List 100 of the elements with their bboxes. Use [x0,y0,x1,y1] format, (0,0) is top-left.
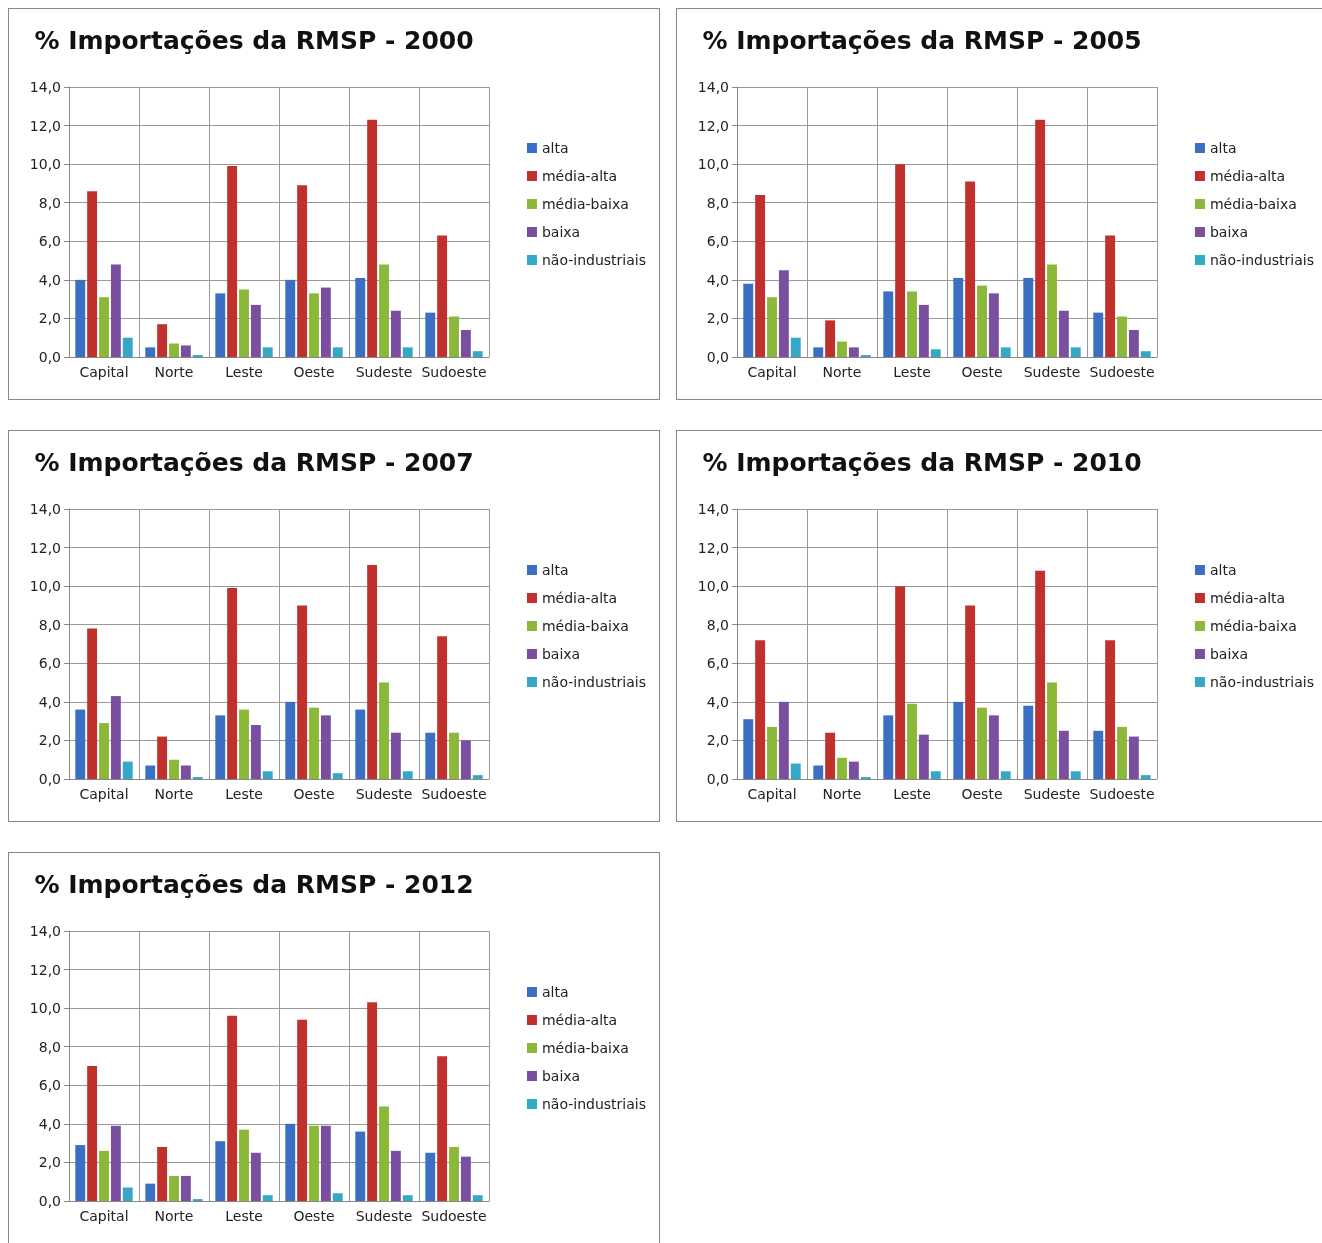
legend-label: não-industriais [541,252,646,268]
bar [895,586,906,779]
y-tick-label: 14,0 [29,501,61,517]
x-tick-label: Norte [822,364,862,380]
legend-label: média-alta [541,1012,618,1028]
legend-label: baixa [541,1068,581,1084]
bar [977,707,987,779]
bar [75,709,86,779]
bar [1058,730,1069,779]
y-tick-label: 8,0 [38,616,61,633]
bar [285,1123,296,1201]
bar [239,289,249,357]
bar [285,279,296,357]
bar [472,351,483,357]
x-tick-label: Sudoeste [1089,364,1155,380]
y-tick-label: 0,0 [38,349,61,365]
bar [837,341,847,357]
x-tick-label: Oeste [293,364,335,380]
x-tick-label: Oeste [293,1208,335,1224]
bar [390,310,401,357]
bar [320,287,331,357]
bar [790,763,801,779]
bar [332,773,343,779]
x-tick-label: Leste [225,364,263,380]
legend-label: baixa [541,224,581,240]
x-tick-label: Oeste [961,786,1003,802]
bar [87,1066,98,1201]
legend-label: média-baixa [1209,618,1297,634]
bar [825,320,836,357]
bar [99,723,109,779]
bar [977,285,987,357]
x-tick-label: Sudeste [355,1208,413,1224]
bar [743,719,754,779]
bar [320,1125,331,1201]
bar [169,759,179,779]
bar [1117,316,1127,357]
chart-title: % Importações da RMSP - 2010 [702,448,1142,477]
y-tick-label: 14,0 [29,79,61,95]
bar [99,1150,109,1201]
bar [379,264,389,357]
bar [778,270,789,357]
y-tick-label: 2,0 [38,1154,61,1171]
x-tick-label: Capital [79,1208,129,1224]
legend-label: média-alta [541,590,618,606]
bar [367,119,378,357]
bar [907,291,917,357]
bar [309,293,319,357]
bar [309,707,319,779]
bar [110,264,121,357]
x-tick-label: Sudoeste [1089,786,1155,802]
x-tick-label: Sudeste [355,786,413,802]
bar [848,761,859,779]
bar [472,775,483,779]
bar [1070,771,1081,779]
x-tick-label: Capital [79,364,129,380]
chart-title: % Importações da RMSP - 2000 [34,26,474,55]
bar [437,636,448,779]
bar [355,709,366,779]
legend-label: baixa [1209,646,1249,662]
bar [848,347,859,357]
y-tick-label: 4,0 [38,1115,61,1132]
bar [402,347,413,357]
bar [122,761,133,779]
bar [1023,277,1034,357]
x-tick-label: Norte [154,786,194,802]
legend-label: média-alta [1209,168,1286,184]
bar [953,277,964,357]
bar [425,732,436,779]
bar [215,1141,226,1201]
bar [250,725,261,779]
x-tick-label: Capital [747,786,797,802]
bar [87,628,98,779]
bar [883,715,894,779]
bar [883,291,894,357]
bar [930,349,941,357]
y-tick-label: 6,0 [38,655,61,672]
bar [1023,705,1034,779]
y-tick-label: 10,0 [697,578,729,595]
bar [1140,351,1151,357]
legend-label: média-baixa [541,618,629,634]
bar [965,605,976,779]
bar [907,703,917,779]
chart-title: % Importações da RMSP - 2005 [702,26,1142,55]
x-tick-label: Leste [225,786,263,802]
bar [320,715,331,779]
bar [1047,264,1057,357]
chart-title: % Importações da RMSP - 2012 [34,870,474,899]
x-tick-label: Capital [79,786,129,802]
x-tick-label: Sudoeste [421,786,487,802]
x-tick-label: Sudoeste [421,1208,487,1224]
bar [778,701,789,779]
bar [988,715,999,779]
bar [355,1131,366,1201]
bar [250,304,261,357]
x-tick-label: Sudeste [355,364,413,380]
bar [930,771,941,779]
bar [332,1193,343,1201]
bar [262,347,273,357]
bar [227,588,238,779]
bar [262,1195,273,1201]
